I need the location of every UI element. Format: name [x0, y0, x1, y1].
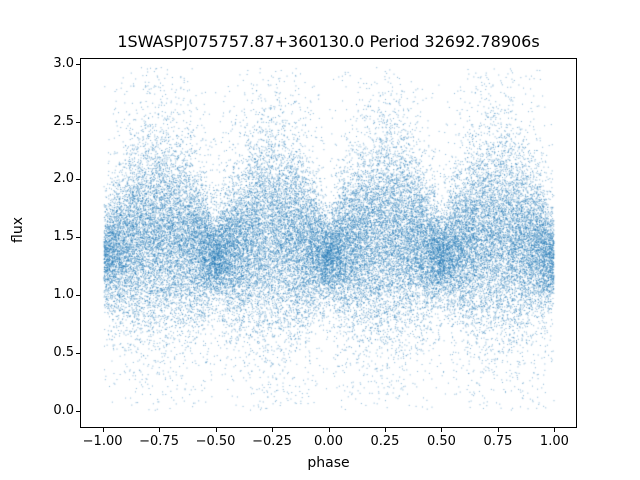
x-tick-mark [328, 428, 330, 432]
y-tick-mark [76, 352, 80, 354]
y-tick-label: 1.0 [53, 287, 74, 303]
x-tick-label: −0.25 [252, 434, 292, 449]
x-tick-mark [554, 428, 556, 432]
x-tick-mark [159, 428, 161, 432]
x-tick-mark [384, 428, 386, 432]
x-tick-label: 0.75 [483, 434, 513, 449]
y-tick-mark [76, 410, 80, 412]
y-tick-mark [76, 63, 80, 65]
x-axis-label: phase [307, 455, 350, 471]
y-tick-label: 0.0 [53, 402, 74, 418]
x-tick-label: 0.25 [370, 434, 400, 449]
x-tick-mark [497, 428, 499, 432]
y-tick-label: 1.5 [53, 229, 74, 245]
x-tick-label: −1.00 [82, 434, 123, 449]
x-tick-mark [102, 428, 104, 432]
y-tick-mark [76, 121, 80, 123]
y-tick-mark [76, 295, 80, 297]
y-tick-mark [76, 237, 80, 239]
chart-title: 1SWASPJ075757.87+360130.0 Period 32692.7… [117, 32, 540, 51]
y-tick-mark [76, 179, 80, 181]
y-tick-label: 3.0 [53, 55, 74, 71]
x-tick-mark [441, 428, 443, 432]
x-tick-label: 1.00 [539, 434, 569, 449]
y-axis-label: flux [10, 217, 26, 243]
x-tick-label: −0.50 [195, 434, 236, 449]
y-tick-label: 2.5 [53, 113, 74, 129]
y-tick-label: 2.0 [53, 171, 74, 187]
x-tick-label: 0.50 [426, 434, 456, 449]
x-tick-label: 0.00 [314, 434, 343, 449]
y-tick-label: 0.5 [53, 344, 74, 360]
x-tick-label: −0.75 [139, 434, 179, 449]
x-tick-mark [272, 428, 274, 432]
scatter-points-canvas [81, 59, 576, 427]
x-tick-mark [215, 428, 217, 432]
plot-area [80, 58, 577, 428]
